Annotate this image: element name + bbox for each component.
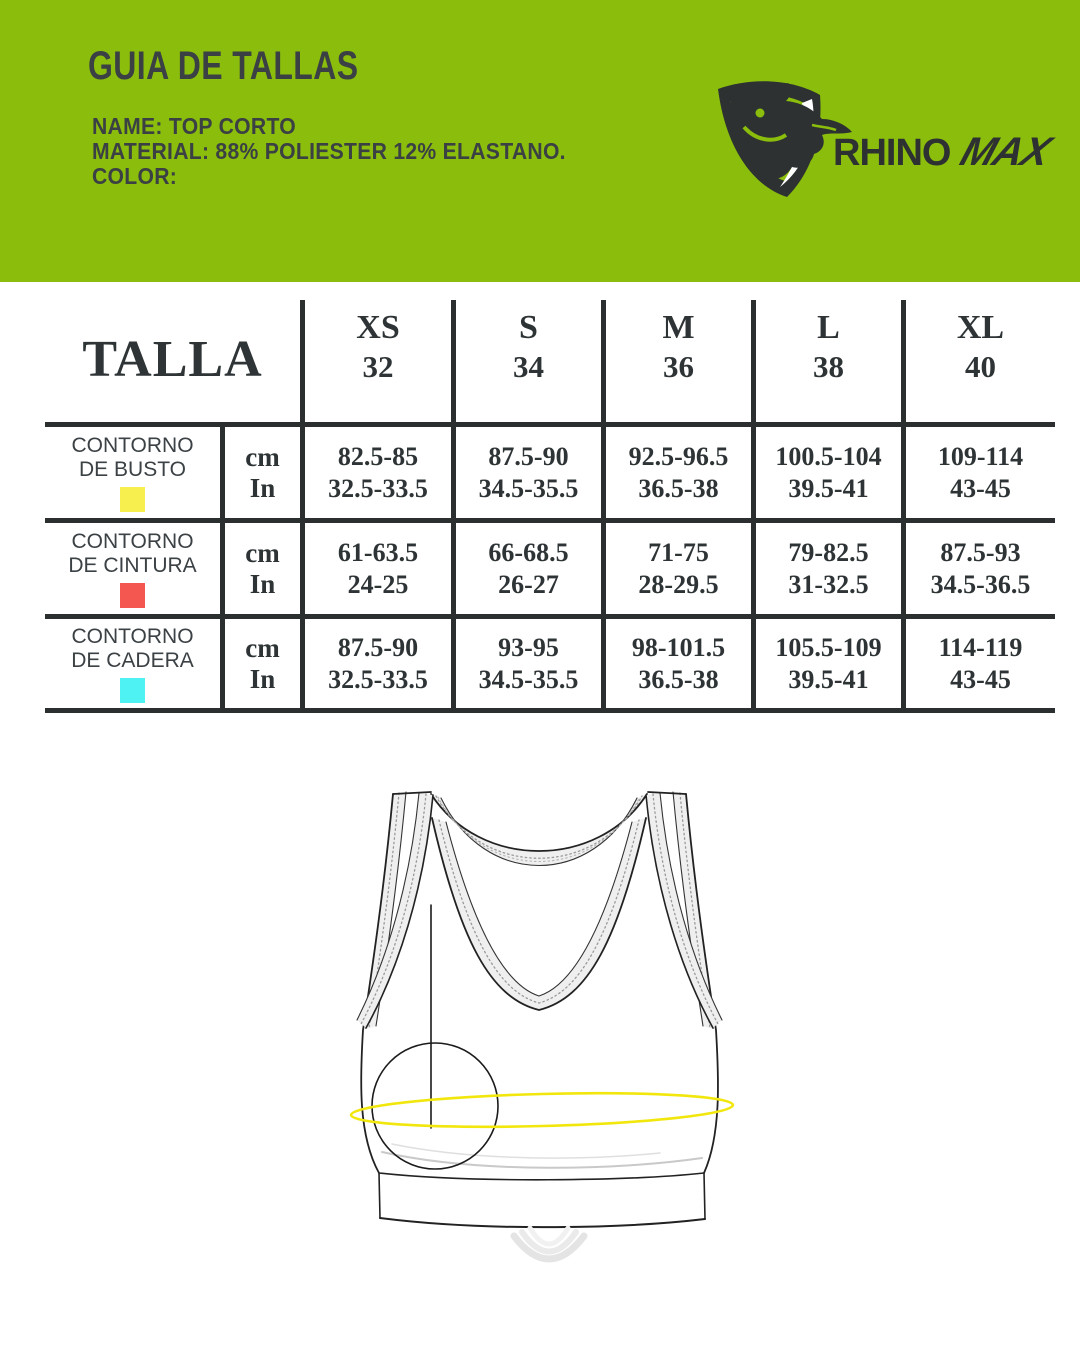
top-corto-flat-sketch xyxy=(349,791,735,1263)
value-cell: 87.5-93 34.5-36.5 xyxy=(930,537,1031,599)
value-cell: 61-63.5 24-25 xyxy=(337,537,419,599)
brand-text-max: MAX xyxy=(955,129,1059,174)
table-vline xyxy=(901,300,906,713)
bottom-band xyxy=(378,1172,706,1229)
value-cell: 100.5-104 39.5-41 xyxy=(775,441,882,503)
value-cell: 109-114 43-45 xyxy=(937,441,1024,503)
neckline-tape xyxy=(430,793,648,867)
value-cell: 66-68.5 26-27 xyxy=(488,537,569,599)
table-hline xyxy=(45,708,1055,713)
rhino-shield-icon xyxy=(718,81,852,197)
unit-cell: cm In xyxy=(245,441,280,503)
value-cell: 98-101.5 36.5-38 xyxy=(631,632,726,694)
header-banner: GUIA DE TALLAS NAME: TOP CORTO MATERIAL:… xyxy=(0,0,1080,282)
underbust-shade xyxy=(381,1151,703,1169)
table-hline xyxy=(45,614,1055,619)
right-armhole-tape xyxy=(645,792,723,1029)
busto-color-swatch xyxy=(120,486,145,512)
value-cell: 79-82.5 31-32.5 xyxy=(788,537,869,599)
row-label-cadera: CONTORNO DE CADERA xyxy=(45,619,220,708)
value-cell: 105.5-109 39.5-41 xyxy=(775,632,882,694)
strap-cap xyxy=(392,791,432,795)
unit-cell: cm In xyxy=(245,537,280,599)
table-hline xyxy=(45,518,1055,523)
unit-cell: cm In xyxy=(245,632,280,694)
table-vline xyxy=(220,422,225,713)
table-hline xyxy=(45,422,1055,427)
table-vline xyxy=(300,300,305,713)
value-cell: 71-75 28-29.5 xyxy=(638,537,719,599)
value-cell: 87.5-90 34.5-35.5 xyxy=(478,441,579,503)
product-color-line: COLOR: xyxy=(92,163,178,189)
strap-cap xyxy=(647,791,687,795)
shield-watermark-icon xyxy=(510,1225,588,1263)
value-cell: 87.5-90 32.5-33.5 xyxy=(328,632,428,694)
size-col-l: L 38 xyxy=(813,309,844,384)
table-vline xyxy=(451,300,456,713)
size-col-s: S 34 xyxy=(513,309,544,384)
value-cell: 92.5-96.5 36.5-38 xyxy=(628,441,729,503)
row-label-cintura: CONTORNO DE CINTURA xyxy=(45,523,220,614)
underbust-shade xyxy=(391,1143,661,1159)
size-col-xl: XL 40 xyxy=(956,309,1005,384)
value-cell: 82.5-85 32.5-33.5 xyxy=(328,441,428,503)
cadera-color-swatch xyxy=(120,677,145,703)
table-vline xyxy=(751,300,756,713)
bust-measure-ellipse xyxy=(349,1091,735,1129)
row-label-busto: CONTORNO DE BUSTO xyxy=(45,427,220,518)
rhinomax-logo: RHINO MAX xyxy=(718,81,1059,197)
table-corner-talla: TALLA xyxy=(82,330,263,388)
page-title: GUIA DE TALLAS xyxy=(88,44,359,88)
bust-circle-mark xyxy=(371,1042,499,1170)
size-col-m: M 36 xyxy=(662,309,695,384)
value-cell: 114-119 43-45 xyxy=(938,632,1023,694)
brand-text-rhino: RHINO xyxy=(833,132,950,174)
left-armhole-tape xyxy=(356,792,434,1029)
value-cell: 93-95 34.5-35.5 xyxy=(478,632,579,694)
racerback-opening-tape xyxy=(431,817,647,1011)
table-vline xyxy=(601,300,606,713)
product-info: NAME: TOP CORTO MATERIAL: 88% POLIESTER … xyxy=(92,114,566,189)
size-col-xs: XS 32 xyxy=(356,309,400,384)
product-material-line: MATERIAL: 88% POLIESTER 12% ELASTANO. xyxy=(92,138,566,164)
cintura-color-swatch xyxy=(120,582,145,608)
product-name-line: NAME: TOP CORTO xyxy=(92,113,297,139)
